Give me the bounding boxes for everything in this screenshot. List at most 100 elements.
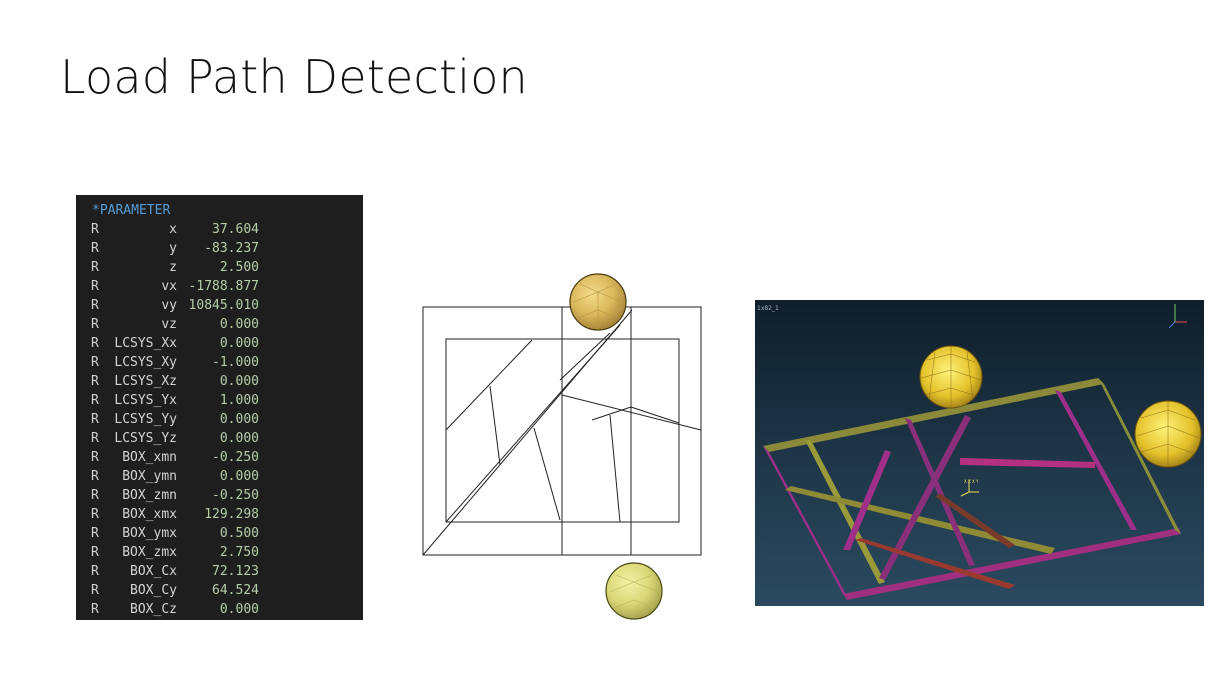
parameter-row: R LCSYS_Yx 1.000: [91, 391, 363, 410]
parameter-name: y: [169, 241, 177, 256]
parameter-name: LCSYS_Xx: [114, 336, 177, 351]
parameter-value: 72.123: [212, 564, 259, 579]
sphere-top: [569, 273, 627, 331]
parameter-type: R: [91, 355, 99, 370]
wire-strut-3: [609, 414, 621, 523]
parameter-value: -0.250: [212, 488, 259, 503]
parameter-value: -1788.877: [188, 279, 259, 294]
parameter-value: 2.500: [219, 260, 259, 275]
parameter-value: -1.000: [212, 355, 259, 370]
slide-title: Load Path Detection: [60, 50, 528, 104]
parameter-row: R BOX_zmx 2.750: [91, 543, 363, 562]
parameter-value: 64.524: [212, 583, 259, 598]
parameter-value: 0.000: [219, 317, 259, 332]
parameter-type: R: [91, 583, 99, 598]
parameter-type: R: [91, 336, 99, 351]
parameter-name: x: [169, 222, 177, 237]
parameter-row: R LCSYS_Yz 0.000: [91, 429, 363, 448]
triad-center: X Z X Y: [960, 479, 979, 497]
wire-short-diag: [559, 332, 611, 381]
wire-strut-2: [533, 427, 561, 521]
parameter-type: R: [91, 222, 99, 237]
parameter-row: R BOX_ymx 0.500: [91, 524, 363, 543]
sphere-bottom: [605, 562, 663, 620]
wire-link-2: [630, 406, 680, 424]
parameter-value: 0.500: [219, 526, 259, 541]
parameter-name: BOX_ymx: [122, 526, 177, 541]
parameter-name: BOX_Cz: [130, 602, 177, 617]
parameter-type: R: [91, 507, 99, 522]
parameter-type: R: [91, 488, 99, 503]
parameter-row: R BOX_xmn -0.250: [91, 448, 363, 467]
parameter-row: R LCSYS_Xz 0.000: [91, 372, 363, 391]
parameter-type: R: [91, 526, 99, 541]
parameter-value: 10845.010: [188, 298, 259, 313]
parameter-name: vx: [161, 279, 177, 294]
axis-triad-corner: [1168, 304, 1187, 329]
parameter-row: R LCSYS_Xx 0.000: [91, 334, 363, 353]
parameter-type: R: [91, 450, 99, 465]
wire-diagonal-3: [445, 339, 533, 431]
render-sphere-top: [919, 345, 983, 409]
parameter-name: BOX_Cx: [130, 564, 177, 579]
parameter-type: R: [91, 393, 99, 408]
parameter-value: 0.000: [219, 336, 259, 351]
parameter-row: R LCSYS_Yy 0.000: [91, 410, 363, 429]
parameter-row: R BOX_Cx 72.123: [91, 562, 363, 581]
parameter-row: R BOX_xmx 129.298: [91, 505, 363, 524]
wire-strut-1: [489, 385, 501, 466]
parameter-type: R: [91, 469, 99, 484]
parameter-name: LCSYS_Yx: [114, 393, 177, 408]
parameter-type: R: [91, 279, 99, 294]
parameter-type: R: [91, 241, 99, 256]
parameter-value: 0.000: [219, 374, 259, 389]
parameter-row: R BOX_Cz 0.000: [91, 600, 363, 619]
parameter-name: BOX_ymn: [122, 469, 177, 484]
render-corner-label: 1x82_1: [757, 305, 779, 312]
parameter-type: R: [91, 545, 99, 560]
parameter-value: 129.298: [204, 507, 259, 522]
parameter-name: LCSYS_Xy: [114, 355, 177, 370]
parameter-value: 0.000: [219, 602, 259, 617]
wire-diagonal-right: [561, 394, 702, 431]
parameter-value: -0.250: [212, 450, 259, 465]
parameter-name: BOX_xmx: [122, 507, 177, 522]
render-sphere-right: [1134, 400, 1202, 468]
triad-label: X Z X Y: [964, 479, 979, 484]
parameter-type: R: [91, 317, 99, 332]
parameter-type: R: [91, 412, 99, 427]
parameter-name: vz: [161, 317, 177, 332]
parameter-value: -83.237: [204, 241, 259, 256]
parameter-value: 1.000: [219, 393, 259, 408]
parameter-name: z: [169, 260, 177, 275]
parameter-value: 2.750: [219, 545, 259, 560]
fea-model: X Z X Y: [763, 304, 1202, 600]
parameter-header: *PARAMETER: [92, 203, 171, 218]
parameter-row: R BOX_zmn -0.250: [91, 486, 363, 505]
wire-link: [591, 406, 632, 421]
parameter-name: BOX_zmn: [122, 488, 177, 503]
parameter-name: BOX_Cy: [130, 583, 177, 598]
parameter-type: R: [91, 374, 99, 389]
wireframe-diagram: [422, 273, 702, 620]
parameter-row: R BOX_ymn 0.000: [91, 467, 363, 486]
parameter-type: R: [91, 431, 99, 446]
parameter-type: R: [91, 564, 99, 579]
parameter-name: vy: [161, 298, 177, 313]
parameter-name: LCSYS_Xz: [114, 374, 177, 389]
parameter-value: 0.000: [219, 412, 259, 427]
parameter-row: R LCSYS_Xy -1.000: [91, 353, 363, 372]
parameter-name: BOX_xmn: [122, 450, 177, 465]
parameter-type: R: [91, 602, 99, 617]
parameter-type: R: [91, 260, 99, 275]
parameter-type: R: [91, 298, 99, 313]
parameter-name: LCSYS_Yz: [114, 431, 177, 446]
